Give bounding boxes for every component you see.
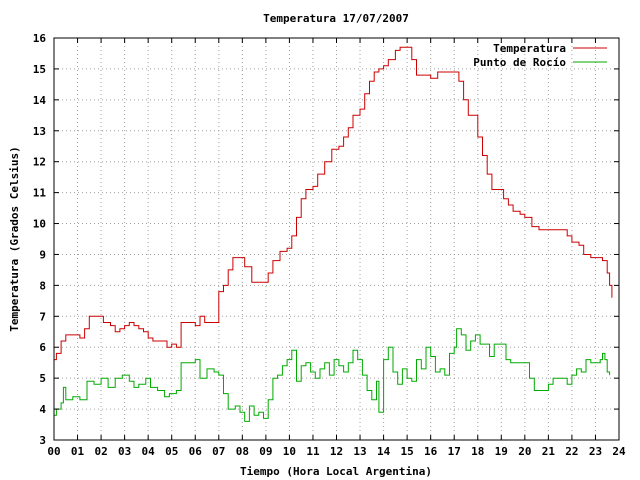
x-tick-label: 03 bbox=[118, 445, 131, 458]
legend: Temperatura Punto de Rocío bbox=[473, 42, 607, 69]
y-tick-label: 7 bbox=[39, 310, 46, 323]
y-tick-label: 10 bbox=[33, 218, 46, 231]
x-tick-label: 18 bbox=[471, 445, 484, 458]
legend-label-temperatura: Temperatura bbox=[493, 42, 566, 55]
x-tick-label: 09 bbox=[259, 445, 272, 458]
legend-label-punto-de-rocio: Punto de Rocío bbox=[473, 56, 566, 69]
x-tick-label: 07 bbox=[212, 445, 225, 458]
y-tick-label: 5 bbox=[39, 372, 46, 385]
chart-title: Temperatura 17/07/2007 bbox=[263, 12, 409, 25]
y-tick-label: 13 bbox=[33, 125, 46, 138]
y-tick-label: 11 bbox=[33, 187, 47, 200]
x-tick-label: 14 bbox=[377, 445, 391, 458]
y-tick-label: 4 bbox=[39, 403, 46, 416]
x-tick-label: 23 bbox=[589, 445, 602, 458]
x-tick-label: 13 bbox=[353, 445, 366, 458]
x-tick-label: 08 bbox=[236, 445, 249, 458]
y-tick-label: 3 bbox=[39, 434, 46, 447]
x-tick-label: 20 bbox=[518, 445, 531, 458]
x-tick-label: 15 bbox=[401, 445, 414, 458]
axis-ticks: 00 01 02 03 04 05 06 07 08 09 10 11 12 13 14 15 16 17 18 19… bbox=[33, 32, 626, 458]
x-tick-label: 16 bbox=[424, 445, 438, 458]
series-line-temperatura bbox=[54, 46, 613, 361]
x-tick-label: 05 bbox=[165, 445, 178, 458]
y-tick-label: 14 bbox=[33, 94, 47, 107]
x-tick-label: 21 bbox=[542, 445, 556, 458]
x-tick-label: 01 bbox=[71, 445, 85, 458]
x-tick-label: 02 bbox=[94, 445, 107, 458]
y-tick-label: 6 bbox=[39, 341, 46, 354]
plot-area bbox=[54, 46, 613, 422]
x-tick-label: 17 bbox=[448, 445, 461, 458]
series-line-punto-de-rocio bbox=[54, 328, 611, 422]
x-tick-label: 12 bbox=[330, 445, 343, 458]
x-tick-label: 04 bbox=[142, 445, 156, 458]
x-tick-label: 06 bbox=[189, 445, 203, 458]
x-tick-label: 11 bbox=[306, 445, 320, 458]
y-tick-label: 8 bbox=[39, 279, 46, 292]
y-tick-label: 12 bbox=[33, 156, 46, 169]
grid bbox=[54, 38, 619, 440]
y-tick-label: 15 bbox=[33, 63, 46, 76]
y-tick-label: 9 bbox=[39, 248, 46, 261]
x-tick-label: 24 bbox=[612, 445, 626, 458]
x-tick-label: 19 bbox=[495, 445, 508, 458]
x-axis-label: Tiempo (Hora Local Argentina) bbox=[240, 465, 432, 478]
y-axis-label: Temperatura (Grados Celsius) bbox=[8, 146, 21, 331]
x-tick-label: 22 bbox=[565, 445, 578, 458]
x-tick-label: 00 bbox=[47, 445, 60, 458]
y-tick-label: 16 bbox=[33, 32, 47, 45]
x-tick-label: 10 bbox=[283, 445, 296, 458]
